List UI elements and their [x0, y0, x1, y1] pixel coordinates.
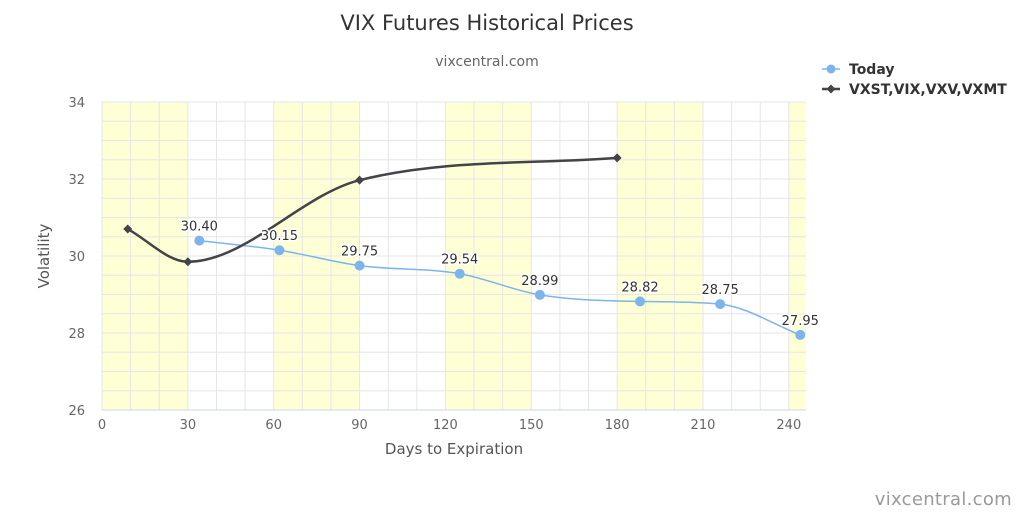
x-tick-label: 240: [776, 418, 801, 433]
data-point: [183, 257, 193, 267]
data-point: [454, 268, 465, 279]
y-tick-label: 28: [68, 327, 85, 342]
data-label: 30.15: [261, 229, 298, 244]
x-tick-label: 30: [180, 418, 197, 433]
legend-label: Today: [849, 62, 894, 78]
y-tick-label: 30: [68, 250, 85, 265]
data-point: [635, 296, 646, 307]
credit-link[interactable]: vixcentral.com: [874, 489, 1012, 510]
data-point: [612, 153, 622, 163]
legend: Today VXST,VIX,VXV,VXMT: [822, 62, 1007, 98]
x-tick-label: 0: [98, 418, 106, 433]
legend-label: VXST,VIX,VXV,VXMT: [849, 82, 1007, 98]
x-tick-label: 60: [265, 418, 282, 433]
data-label: 30.40: [181, 220, 218, 235]
x-tick-label: 90: [351, 418, 368, 433]
plot-area: 0 30 60 90 120 150 180 210 240 26 28 30 32 34 30.40 30.…: [68, 96, 820, 433]
data-point: [123, 224, 133, 234]
x-axis-title: Days to Expiration: [385, 440, 523, 458]
chart-title: VIX Futures Historical Prices: [340, 11, 633, 35]
x-tick-label: 120: [433, 418, 458, 433]
data-point: [274, 245, 285, 256]
data-label: 28.99: [521, 274, 558, 289]
data-point: [194, 235, 205, 246]
y-tick-label: 32: [68, 173, 85, 188]
y-axis-title: Volatility: [35, 223, 53, 288]
x-tick-label: 150: [519, 418, 544, 433]
y-tick-label: 34: [68, 96, 85, 111]
chart-subtitle: vixcentral.com: [435, 54, 538, 70]
series-line: [199, 239, 801, 336]
data-point: [354, 260, 365, 271]
y-tick-label: 26: [68, 404, 85, 419]
x-tick-label: 210: [691, 418, 716, 433]
data-point: [795, 329, 806, 340]
data-point: [534, 289, 545, 300]
legend-marker: [826, 84, 836, 94]
data-point: [355, 175, 365, 185]
data-label: 29.75: [341, 245, 378, 260]
data-label: 27.95: [782, 314, 819, 329]
x-tick-label: 180: [605, 418, 630, 433]
data-label: 29.54: [441, 253, 478, 268]
data-label: 28.82: [621, 280, 658, 295]
series-line: [127, 156, 618, 264]
data-label: 28.75: [702, 283, 739, 298]
data-point: [715, 299, 726, 310]
legend-marker: [826, 64, 836, 74]
